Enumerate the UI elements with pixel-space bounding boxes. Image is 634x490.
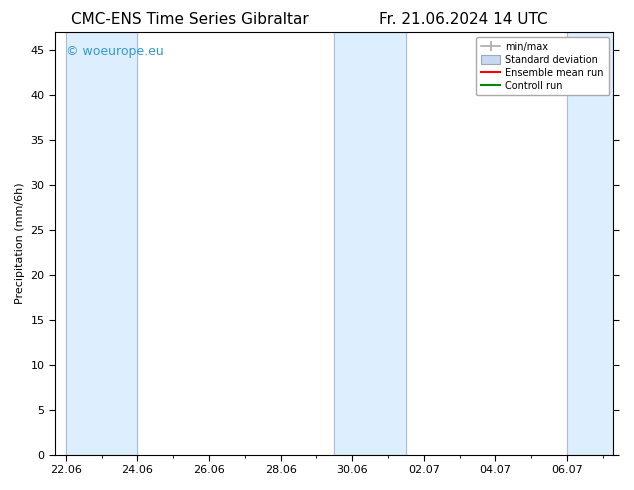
Y-axis label: Precipitation (mm/6h): Precipitation (mm/6h) bbox=[15, 183, 25, 304]
Text: CMC-ENS Time Series Gibraltar: CMC-ENS Time Series Gibraltar bbox=[71, 12, 309, 27]
Text: © woeurope.eu: © woeurope.eu bbox=[67, 45, 164, 58]
Legend: min/max, Standard deviation, Ensemble mean run, Controll run: min/max, Standard deviation, Ensemble me… bbox=[476, 37, 609, 96]
Bar bbox=[567, 32, 634, 455]
Bar bbox=[334, 32, 406, 455]
Text: Fr. 21.06.2024 14 UTC: Fr. 21.06.2024 14 UTC bbox=[378, 12, 547, 27]
Bar bbox=[66, 32, 138, 455]
